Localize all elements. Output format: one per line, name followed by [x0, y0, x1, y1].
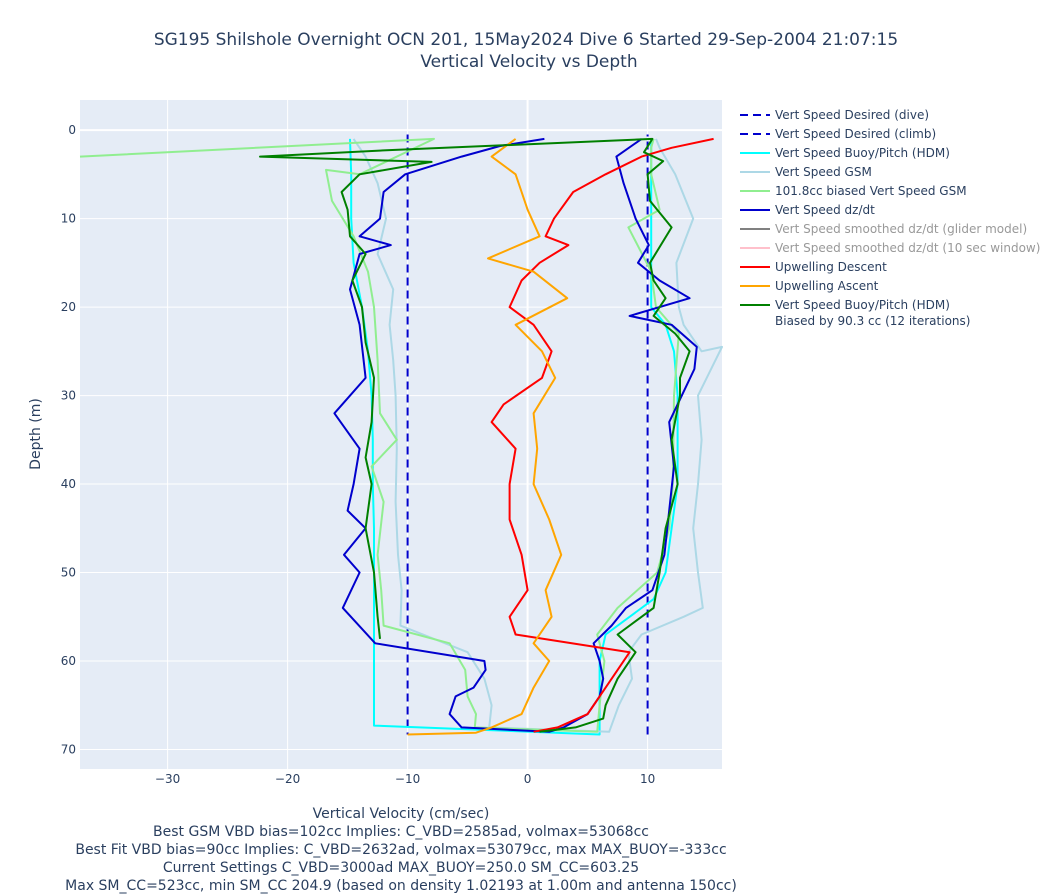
legend-label-6: Vert Speed smoothed dz/dt (glider model): [775, 222, 1027, 236]
y-axis-ticks: 0 10 20 30 40 50 60 70: [61, 123, 76, 756]
legend-label-8: Upwelling Descent: [775, 260, 887, 274]
y-tick-label: 70: [61, 743, 76, 757]
y-tick-label: 40: [61, 477, 76, 491]
series-line-10: [259, 137, 691, 733]
legend-label-0: Vert Speed Desired (dive): [775, 108, 929, 122]
series-line-4: [79, 137, 680, 733]
legend-label-10: Vert Speed Buoy/Pitch (HDM): [775, 298, 950, 312]
x-tick-label: −10: [395, 772, 420, 786]
legend-label-10-line2: Biased by 90.3 cc (12 iterations): [775, 314, 970, 328]
x-axis-title: Vertical Velocity (cm/sec): [313, 806, 490, 822]
legend-label-2: Vert Speed Buoy/Pitch (HDM): [775, 146, 950, 160]
series-line-9: [407, 138, 569, 736]
x-axis-note-4: Max SM_CC=523cc, min SM_CC 204.9 (based …: [65, 878, 737, 894]
legend: Vert Speed Desired (dive) Vert Speed Desi…: [740, 108, 1040, 328]
y-tick-label: 0: [68, 123, 76, 137]
series-line-3: [352, 138, 723, 733]
legend-label-9: Upwelling Ascent: [775, 279, 879, 293]
legend-label-3: Vert Speed GSM: [775, 165, 872, 179]
x-tick-label: 10: [640, 772, 655, 786]
legend-label-4: 101.8cc biased Vert Speed GSM: [775, 184, 967, 198]
x-tick-label: −30: [155, 772, 180, 786]
chart-subtitle: Vertical Velocity vs Depth: [420, 52, 637, 72]
y-axis-title: Depth (m): [28, 398, 44, 470]
x-tick-label: −20: [275, 772, 300, 786]
y-tick-label: 30: [61, 389, 76, 403]
legend-label-5: Vert Speed dz/dt: [775, 203, 875, 217]
y-tick-label: 10: [61, 212, 76, 226]
plot-background: [80, 100, 722, 769]
x-axis-note-3: Current Settings C_VBD=3000ad MAX_BUOY=2…: [163, 860, 639, 876]
series-line-8: [490, 137, 714, 733]
legend-label-1: Vert Speed Desired (climb): [775, 127, 936, 141]
x-axis-note-2: Best Fit VBD bias=90cc Implies: C_VBD=26…: [75, 842, 726, 858]
y-tick-label: 60: [61, 654, 76, 668]
y-tick-label: 20: [61, 300, 76, 314]
y-tick-label: 50: [61, 566, 76, 580]
x-axis-ticks: −30 −20 −10 0 10: [155, 772, 655, 786]
chart-title: SG195 Shilshole Overnight OCN 201, 15May…: [154, 30, 898, 50]
legend-label-7: Vert Speed smoothed dz/dt (10 sec window…: [775, 241, 1040, 255]
traces: [79, 134, 723, 736]
x-axis-note-1: Best GSM VBD bias=102cc Implies: C_VBD=2…: [153, 824, 649, 840]
x-tick-label: 0: [524, 772, 532, 786]
